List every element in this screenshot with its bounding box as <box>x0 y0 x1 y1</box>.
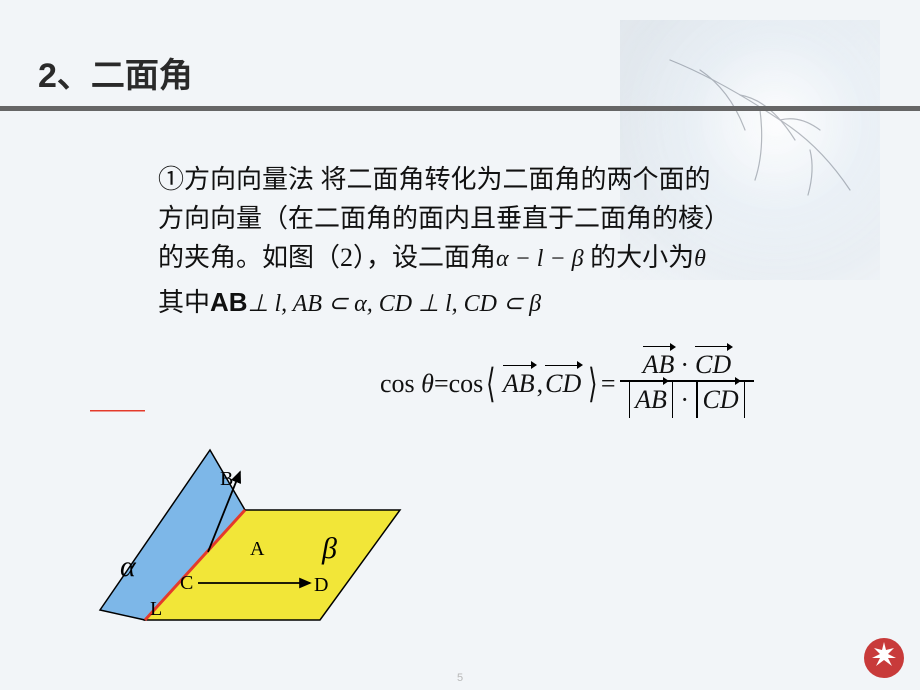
slide-title: 2、二面角 <box>38 48 193 97</box>
fraction: AB · CD AB · CD <box>620 350 755 418</box>
angle-brackets: ⟨ AB, CD ⟩ <box>483 364 601 404</box>
vector-AB: AB <box>501 369 537 399</box>
formula-lhs: cos θ <box>380 369 434 399</box>
para-line-2: 方向向量（在二面角的面内且垂直于二面角的棱） <box>158 199 838 238</box>
vector-CD: CD <box>543 369 583 399</box>
body-paragraph: ①方向向量法 将二面角转化为二面角的两个面的 方向向量（在二面角的面内且垂直于二… <box>158 160 838 322</box>
diagram-svg <box>90 410 420 630</box>
para-line-1: ①方向向量法 将二面角转化为二面角的两个面的 <box>158 160 838 199</box>
para-line-3: 的夹角。如图（2），设二面角α − l − β 的大小为θ <box>158 238 838 277</box>
title-underline <box>0 106 920 111</box>
title-number: 2 <box>38 57 57 95</box>
label-alpha: α <box>120 550 136 584</box>
para-line-4: 其中AB⊥ l, AB ⊂ α, CD ⊥ l, CD ⊂ β <box>158 283 838 322</box>
title-separator: 、 <box>57 58 91 95</box>
label-beta: β <box>322 532 337 566</box>
title-text: 二面角 <box>91 58 193 95</box>
label-A: A <box>250 538 264 561</box>
label-C: C <box>180 572 193 595</box>
dihedral-diagram: B A C D L α β <box>90 410 420 630</box>
label-D: D <box>314 574 328 597</box>
label-L: L <box>150 598 162 621</box>
main-formula: cos θ = cos ⟨ AB, CD ⟩ = AB · CD AB · <box>380 350 758 418</box>
label-B: B <box>220 468 233 491</box>
formula-cos: cos <box>449 369 484 399</box>
page-number: 5 <box>457 672 463 684</box>
corner-logo-icon <box>862 636 906 680</box>
